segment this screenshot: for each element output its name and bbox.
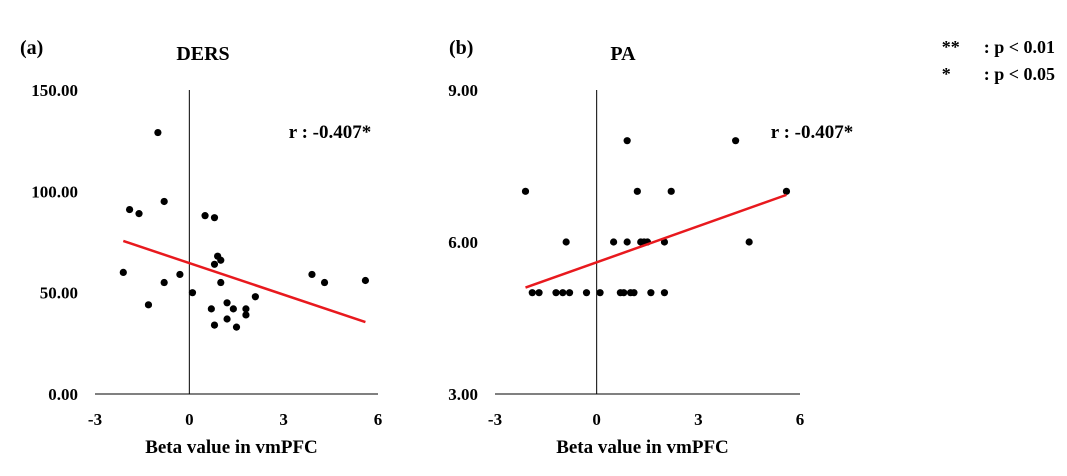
data-point <box>660 289 669 297</box>
trend-line <box>525 193 787 289</box>
data-point <box>223 315 231 323</box>
y-tick-label: 0.00 <box>48 385 78 404</box>
x-tick-label: 3 <box>279 410 288 429</box>
x-tick-label: 0 <box>185 410 194 429</box>
data-point <box>217 256 225 264</box>
y-tick-label: 50.00 <box>40 284 78 303</box>
data-point <box>242 305 250 313</box>
data-point <box>251 293 259 301</box>
data-point <box>633 187 641 195</box>
data-point <box>154 128 162 137</box>
x-tick-label: -3 <box>88 410 102 429</box>
x-tick-label: -3 <box>488 410 502 429</box>
data-point <box>232 323 241 331</box>
chart-title: DERS <box>176 43 229 65</box>
x-tick-label: 6 <box>374 410 383 429</box>
data-point <box>623 137 631 145</box>
data-point <box>207 305 215 313</box>
data-point <box>229 305 237 313</box>
significance-legend: ** : p < 0.01 * : p < 0.05 <box>942 34 1055 88</box>
correlation-annotation: r : -0.407* <box>771 122 854 143</box>
x-axis-title: Beta value in vmPFC <box>145 437 318 458</box>
data-point <box>308 270 316 279</box>
data-point <box>217 278 225 287</box>
data-point <box>201 212 209 220</box>
x-axis-title: Beta value in vmPFC <box>556 437 729 458</box>
correlation-annotation: r : -0.407* <box>289 122 372 143</box>
y-tick-label: 6.00 <box>448 233 478 252</box>
data-point <box>242 311 250 319</box>
data-point <box>210 260 219 268</box>
data-point <box>647 289 655 297</box>
data-point <box>160 278 168 287</box>
data-point <box>610 238 618 246</box>
data-point <box>552 289 560 297</box>
x-tick-label: 0 <box>592 410 601 429</box>
chart-title: PA <box>610 43 636 65</box>
y-tick-label: 3.00 <box>448 385 478 404</box>
data-point <box>135 210 143 218</box>
scatter-panel-1: (a) DERS -3 0 3 6 0.00 50.00 100.00 150.00 Beta va… <box>20 37 382 458</box>
data-point <box>559 289 567 297</box>
legend-text: : p < 0.05 <box>983 64 1055 84</box>
data-point <box>521 187 530 195</box>
data-point <box>188 289 197 297</box>
data-point <box>582 289 591 297</box>
y-tick-label: 100.00 <box>31 182 78 201</box>
data-point <box>630 289 638 297</box>
data-point <box>596 289 604 297</box>
y-tick-label: 9.00 <box>448 81 478 100</box>
data-point <box>119 268 127 276</box>
data-point <box>160 197 168 206</box>
data-point <box>320 278 329 287</box>
data-point <box>528 289 536 297</box>
data-point <box>623 238 631 246</box>
legend-row-double: ** : p < 0.01 <box>942 34 1055 61</box>
legend-row-single: * : p < 0.05 <box>942 61 1055 88</box>
panel-label: (a) <box>20 37 43 59</box>
panel-label: (b) <box>449 37 473 59</box>
data-point <box>144 301 153 309</box>
data-point <box>361 276 370 285</box>
y-tick-label: 150.00 <box>31 81 78 100</box>
legend-symbol: * <box>941 64 951 84</box>
data-point <box>667 187 675 195</box>
legend-symbol: ** <box>941 37 960 57</box>
data-point <box>660 238 669 246</box>
data-point <box>745 238 753 246</box>
data-point <box>565 289 574 297</box>
x-tick-label: 6 <box>796 410 805 429</box>
data-point <box>176 270 184 279</box>
data-point <box>125 205 134 214</box>
data-point <box>210 214 219 222</box>
data-point <box>535 289 543 297</box>
data-point <box>562 238 570 246</box>
scatter-panel-2: (b) PA -3 0 3 6 3.00 6.00 9.00 Beta value in vmPF… <box>448 37 853 458</box>
data-point <box>732 137 740 145</box>
x-tick-label: 3 <box>694 410 703 429</box>
legend-text: : p < 0.01 <box>983 37 1055 57</box>
data-point <box>620 289 628 297</box>
data-point <box>223 299 231 307</box>
data-point <box>210 321 219 329</box>
data-point <box>782 187 791 195</box>
trend-line <box>122 239 366 324</box>
